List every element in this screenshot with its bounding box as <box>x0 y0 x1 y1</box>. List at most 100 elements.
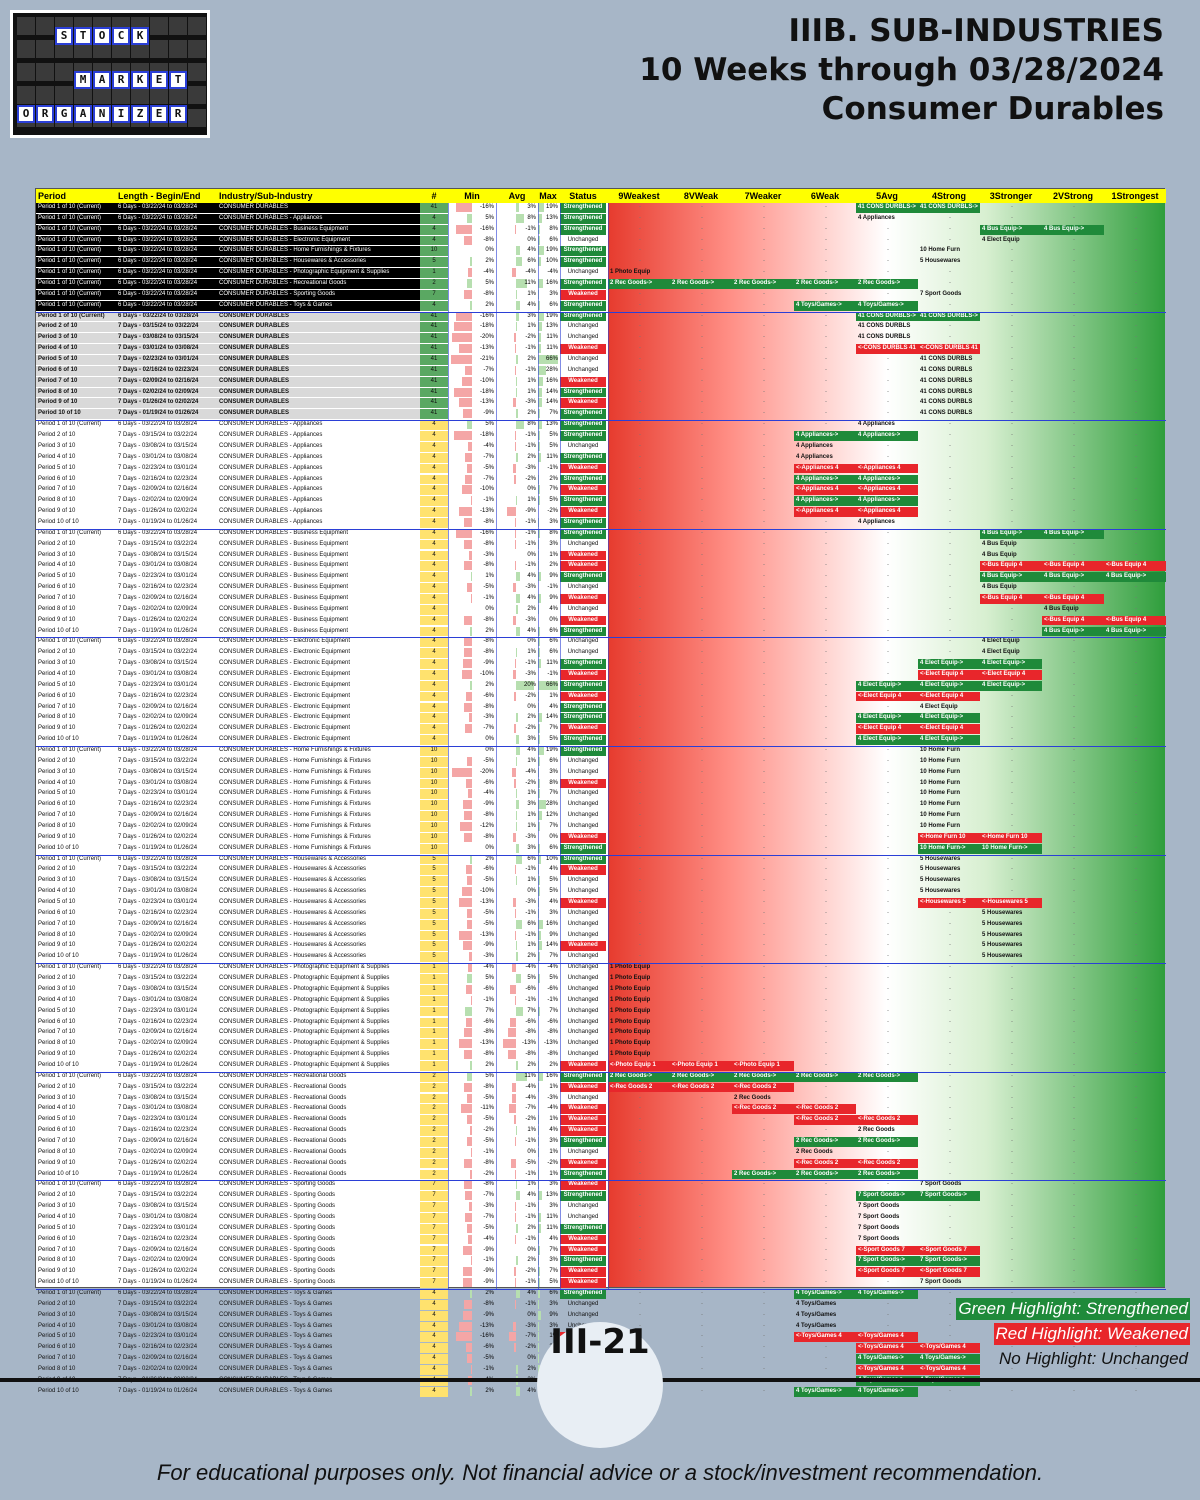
empty-rank-cell: - <box>949 432 951 439</box>
empty-rank-cell: - <box>825 225 827 232</box>
period-cell: Period 2 of 10 <box>38 1300 76 1307</box>
min-bar <box>454 322 472 332</box>
avg-cell: -6% <box>525 985 536 992</box>
table-row: Period 4 of 10 7 Days - 03/01/24 to 03/08… <box>36 561 1166 572</box>
empty-rank-cell: - <box>949 1127 951 1134</box>
table-row: Period 10 of 10 7 Days - 01/19/24 to 01/2… <box>36 626 1166 637</box>
industry-cell: CONSUMER DURABLES - Housewares & Accesso… <box>219 866 367 873</box>
period-cell: Period 7 of 10 <box>38 486 76 493</box>
empty-rank-cell: - <box>887 844 889 851</box>
avg-cell: 1% <box>527 388 536 395</box>
status-badge: Unchanged <box>567 985 599 992</box>
min-bar <box>452 333 472 343</box>
empty-rank-cell: - <box>1135 1083 1137 1090</box>
empty-rank-cell: - <box>825 1061 827 1068</box>
table-row: Period 6 of 10 7 Days - 02/16/24 to 02/23… <box>36 1126 1166 1136</box>
empty-rank-cell: - <box>1135 453 1137 460</box>
empty-rank-cell: - <box>949 1290 951 1296</box>
max-cell: 13% <box>545 421 558 428</box>
min-bar <box>471 572 472 582</box>
count-cell: 4 <box>420 452 448 463</box>
min-bar <box>467 213 472 223</box>
empty-rank-cell: - <box>949 1203 951 1210</box>
length-cell: 7 Days - 03/08/24 to 03/15/24 <box>118 1094 198 1101</box>
empty-rank-cell: - <box>1073 388 1075 395</box>
max-cell: 13% <box>545 214 558 221</box>
empty-rank-cell: - <box>639 421 641 428</box>
min-cell: -5% <box>483 877 494 884</box>
avg-cell: -1% <box>525 432 536 439</box>
period-cell: Period 1 of 10 (Current) <box>36 257 116 268</box>
rank-label: 7 Sport Goods <box>858 1213 900 1220</box>
industry-cell: CONSUMER DURABLES - Photographic Equipme… <box>219 1018 390 1025</box>
table-row: Period 1 of 10 (Current) 6 Days - 03/22/2… <box>36 746 1166 756</box>
empty-rank-cell: - <box>887 931 889 938</box>
min-cell: -9% <box>483 801 494 808</box>
min-bar <box>465 452 472 462</box>
rank-label: 7 Sport Goods <box>858 1203 900 1210</box>
max-bar <box>538 311 544 321</box>
max-cell: 7% <box>549 823 558 830</box>
table-row: Period 4 of 10 7 Days - 03/01/24 to 03/08… <box>36 669 1166 680</box>
table-row: Period 2 of 10 7 Days - 03/15/24 to 03/22… <box>36 431 1166 441</box>
count-cell: 2 <box>420 1147 448 1158</box>
avg-bar <box>516 452 518 462</box>
min-cell: -2% <box>483 1170 494 1177</box>
empty-rank-cell: - <box>1011 1127 1013 1134</box>
empty-rank-cell: - <box>825 1257 827 1264</box>
period-cell: Period 4 of 10 <box>38 1213 76 1220</box>
period-cell: Period 8 of 10 <box>38 931 76 938</box>
empty-rank-cell: - <box>1011 486 1013 493</box>
table-row: Period 5 of 10 7 Days - 02/23/24 to 03/01… <box>36 789 1166 800</box>
count-cell: 1 <box>420 974 448 984</box>
empty-rank-cell: - <box>639 399 641 406</box>
count-cell: 7 <box>420 1180 448 1191</box>
empty-rank-cell: - <box>1135 1235 1137 1242</box>
rank-label: 5 Housewares <box>982 942 1023 949</box>
industry-cell: CONSUMER DURABLES - Housewares & Accesso… <box>219 920 367 927</box>
empty-rank-cell: - <box>1135 529 1137 536</box>
industry-cell: CONSUMER DURABLES - Recreational Goods <box>219 1148 347 1155</box>
logo-letter: R <box>112 71 130 89</box>
industry-cell: CONSUMER DURABLES <box>217 398 420 409</box>
max-bar <box>538 420 542 430</box>
empty-rank-cell: - <box>763 616 765 623</box>
empty-rank-cell: - <box>949 1159 951 1166</box>
empty-rank-cell: - <box>1135 540 1137 547</box>
min-cell: -18% <box>479 432 494 439</box>
rank-label: 1 Photo Equip <box>610 1051 651 1058</box>
min-bar <box>470 626 472 636</box>
strength-gradient-band <box>608 203 1165 1287</box>
max-cell: 16% <box>545 377 558 384</box>
avg-cell: -1% <box>525 518 536 525</box>
logo-letter: K <box>131 71 149 89</box>
count-cell: 4 <box>420 224 448 235</box>
industry-cell: CONSUMER DURABLES - Business Equipment <box>219 594 349 601</box>
period-cell: Period 10 of 10 <box>38 1279 79 1286</box>
empty-rank-cell: - <box>639 573 641 580</box>
empty-rank-cell: - <box>825 1029 827 1036</box>
rank-label: <-Elect Equip 4 <box>918 691 980 702</box>
empty-rank-cell: - <box>1011 518 1013 525</box>
industry-cell: CONSUMER DURABLES - Recreational Goods <box>219 1083 347 1090</box>
industry-cell: CONSUMER DURABLES - Photographic Equipme… <box>219 1040 390 1047</box>
empty-rank-cell: - <box>701 312 703 319</box>
count-cell: 10 <box>420 832 448 843</box>
status-badge: Strengthened <box>560 854 606 865</box>
empty-rank-cell: - <box>1073 920 1075 927</box>
empty-rank-cell: - <box>949 909 951 916</box>
empty-rank-cell: - <box>825 1246 827 1253</box>
empty-rank-cell: - <box>825 703 827 710</box>
empty-rank-cell: - <box>1073 736 1075 743</box>
period-cell: Period 10 of 10 <box>38 736 79 743</box>
group-separator <box>36 1180 1166 1182</box>
count-cell: 4 <box>420 213 448 224</box>
column-header: 7Weaker <box>732 189 794 203</box>
empty-rank-cell: - <box>949 1029 951 1036</box>
count-cell: 4 <box>420 463 448 474</box>
status-badge: Unchanged <box>567 768 599 775</box>
rank-label: 4 Elect Equip <box>982 236 1020 243</box>
table-row: Period 7 of 10 7 Days - 02/09/24 to 02/16… <box>36 1028 1166 1039</box>
max-cell: 66% <box>545 356 558 363</box>
length-cell: 6 Days - 03/22/24 to 03/28/24 <box>116 300 217 311</box>
